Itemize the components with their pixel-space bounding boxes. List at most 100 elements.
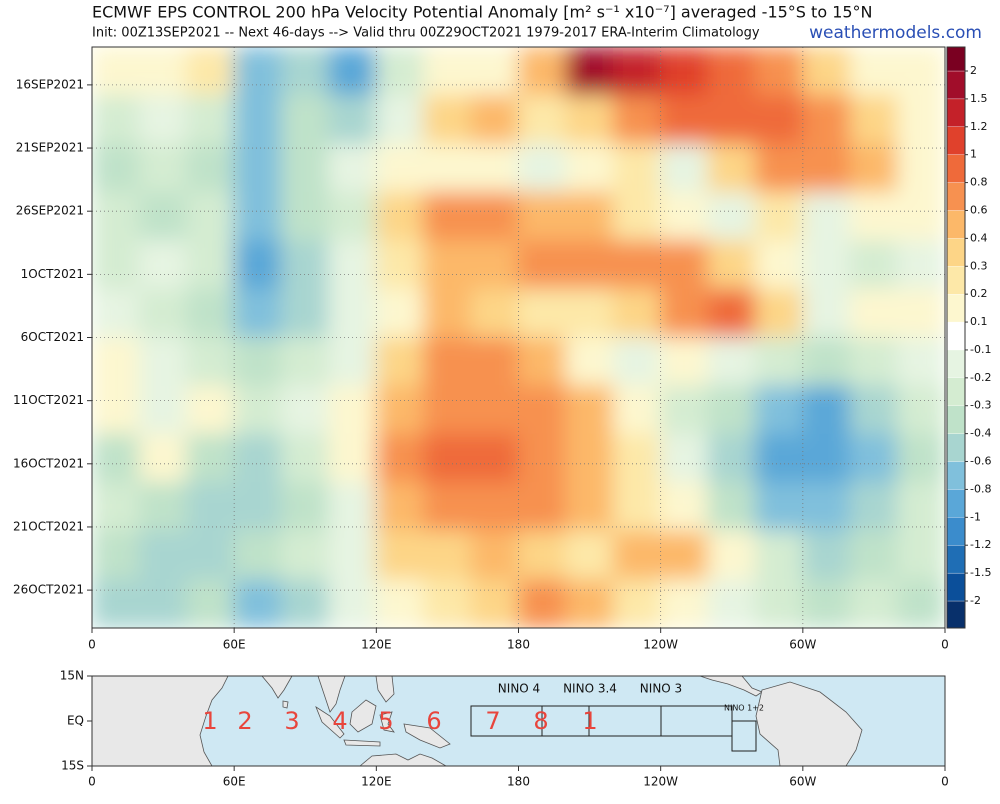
heat-cell bbox=[92, 94, 140, 145]
heat-cell bbox=[754, 482, 804, 532]
heat-cell bbox=[423, 385, 472, 435]
heat-cell bbox=[186, 579, 235, 628]
heat-cell bbox=[470, 288, 519, 338]
colorbar-label: 2 bbox=[970, 64, 977, 77]
heat-cell bbox=[707, 288, 756, 338]
heat-cell bbox=[233, 191, 283, 242]
heat-cell bbox=[518, 482, 567, 532]
heat-cell bbox=[660, 143, 709, 193]
heat-cell bbox=[138, 288, 188, 338]
heat-cell bbox=[281, 94, 330, 145]
heat-cell bbox=[281, 143, 330, 193]
colorbar-label: 1 bbox=[970, 148, 977, 161]
heat-cell bbox=[92, 143, 140, 193]
heat-cell bbox=[281, 288, 330, 338]
heat-cell bbox=[565, 579, 614, 628]
phase-label: 1 bbox=[582, 707, 597, 735]
heat-cell bbox=[565, 191, 614, 242]
y-tick-label: 11OCT2021 bbox=[13, 393, 84, 407]
heat-cell bbox=[707, 530, 756, 581]
chart-subtitle: Init: 00Z13SEP2021 -- Next 46-days --> V… bbox=[92, 26, 760, 41]
heat-cell bbox=[423, 240, 472, 290]
heat-cell bbox=[612, 240, 662, 290]
heat-cell bbox=[660, 482, 709, 532]
heat-cell bbox=[281, 579, 330, 628]
heat-cell bbox=[518, 47, 567, 96]
heat-cell bbox=[612, 579, 662, 628]
heat-cell bbox=[707, 433, 756, 484]
heat-cell bbox=[565, 240, 614, 290]
colorbar-bin bbox=[946, 377, 966, 406]
colorbar-label: -0.2 bbox=[970, 371, 991, 384]
heat-cell bbox=[802, 579, 851, 628]
phase-label: 7 bbox=[485, 707, 500, 735]
heat-cell bbox=[92, 288, 140, 338]
heat-cell bbox=[423, 530, 472, 581]
heat-cell bbox=[186, 47, 235, 96]
colorbar-label: -0.3 bbox=[970, 399, 991, 412]
sumatra bbox=[315, 705, 345, 739]
heat-cell bbox=[138, 579, 188, 628]
phase-label: 5 bbox=[378, 707, 393, 735]
heat-cell bbox=[92, 482, 140, 532]
colorbar-label: -0.4 bbox=[970, 427, 991, 440]
heat-cell bbox=[518, 143, 567, 193]
x-tick-label: 60W bbox=[789, 638, 816, 652]
heat-cell bbox=[138, 94, 188, 145]
colorbar-bin bbox=[946, 489, 966, 518]
heat-cell bbox=[754, 337, 804, 387]
x-tick-label: 0 bbox=[88, 638, 96, 652]
heat-cell bbox=[375, 530, 425, 581]
heat-cell bbox=[754, 47, 804, 96]
heat-cell bbox=[470, 240, 519, 290]
heat-cell bbox=[802, 337, 851, 387]
heat-cell bbox=[470, 530, 519, 581]
heat-cell bbox=[138, 143, 188, 193]
heat-cell bbox=[423, 143, 472, 193]
x-tick-label: 60E bbox=[223, 638, 246, 652]
heat-cell bbox=[754, 433, 804, 484]
heat-cell bbox=[423, 94, 472, 145]
heat-cell bbox=[849, 94, 899, 145]
heat-cell bbox=[897, 482, 945, 532]
borneo bbox=[349, 699, 377, 733]
heat-cell bbox=[565, 94, 614, 145]
heat-cell bbox=[186, 94, 235, 145]
heat-cell bbox=[802, 240, 851, 290]
heat-cell bbox=[138, 191, 188, 242]
map-x-tick-label: 60E bbox=[223, 775, 246, 789]
colorbar-label: 1.2 bbox=[970, 120, 988, 133]
heat-cell bbox=[897, 579, 945, 628]
heat-cell bbox=[233, 530, 283, 581]
map-panel bbox=[91, 675, 946, 767]
y-tick-label: 21OCT2021 bbox=[13, 519, 84, 533]
heat-cell bbox=[328, 47, 377, 96]
heat-cell bbox=[897, 288, 945, 338]
heat-cell bbox=[802, 191, 851, 242]
heat-cell bbox=[518, 191, 567, 242]
colorbar-bin bbox=[946, 545, 966, 574]
map-y-tick-label: 15S bbox=[61, 759, 84, 773]
heat-cell bbox=[612, 385, 662, 435]
heat-cell bbox=[233, 47, 283, 96]
heat-cell bbox=[897, 94, 945, 145]
heat-cell bbox=[802, 94, 851, 145]
heat-cell bbox=[802, 47, 851, 96]
heat-cell bbox=[897, 433, 945, 484]
java bbox=[343, 739, 381, 747]
colorbar-bin bbox=[946, 126, 966, 155]
map-x-tick-label: 0 bbox=[941, 775, 949, 789]
heat-cell bbox=[612, 530, 662, 581]
y-tick-label: 16SEP2021 bbox=[16, 77, 84, 91]
map-x-tick-label: 120W bbox=[643, 775, 678, 789]
map-x-tick-label: 0 bbox=[88, 775, 96, 789]
heat-cell bbox=[186, 385, 235, 435]
heat-cell bbox=[375, 337, 425, 387]
heat-cell bbox=[897, 191, 945, 242]
heat-cell bbox=[186, 530, 235, 581]
heat-cell bbox=[754, 94, 804, 145]
heat-cell bbox=[328, 143, 377, 193]
colorbar-bin bbox=[946, 572, 966, 602]
heat-cell bbox=[92, 433, 140, 484]
colorbar-bin bbox=[946, 238, 966, 267]
